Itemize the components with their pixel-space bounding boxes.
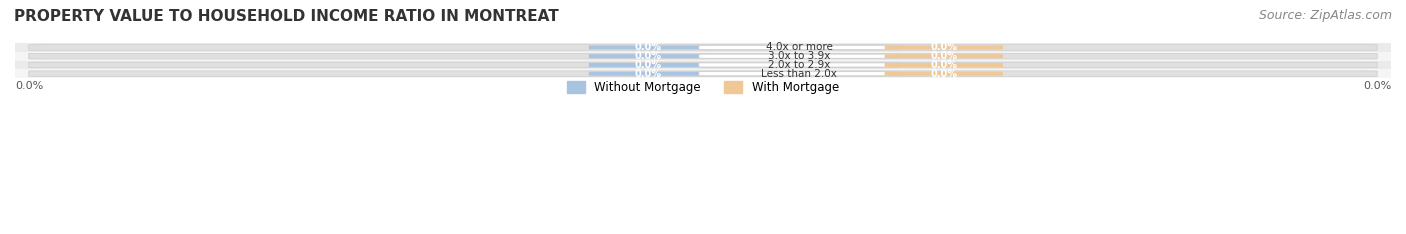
Text: 0.0%: 0.0%: [931, 51, 957, 61]
Bar: [15, 43, 1391, 52]
Text: 0.0%: 0.0%: [1362, 81, 1391, 91]
Text: 2.0x to 2.9x: 2.0x to 2.9x: [768, 60, 831, 70]
Text: 0.0%: 0.0%: [634, 69, 661, 79]
Text: 0.0%: 0.0%: [634, 42, 661, 52]
FancyBboxPatch shape: [589, 72, 707, 76]
Text: 0.0%: 0.0%: [931, 69, 957, 79]
FancyBboxPatch shape: [28, 53, 1378, 59]
FancyBboxPatch shape: [699, 45, 900, 49]
Text: 3.0x to 3.9x: 3.0x to 3.9x: [768, 51, 831, 61]
Text: 0.0%: 0.0%: [15, 81, 44, 91]
Text: 0.0%: 0.0%: [634, 51, 661, 61]
Bar: [15, 52, 1391, 61]
Text: Less than 2.0x: Less than 2.0x: [762, 69, 837, 79]
Bar: [15, 61, 1391, 69]
FancyBboxPatch shape: [589, 45, 707, 49]
FancyBboxPatch shape: [28, 45, 1378, 50]
FancyBboxPatch shape: [699, 72, 900, 76]
FancyBboxPatch shape: [884, 54, 1002, 58]
FancyBboxPatch shape: [884, 72, 1002, 76]
FancyBboxPatch shape: [884, 45, 1002, 49]
FancyBboxPatch shape: [884, 63, 1002, 67]
FancyBboxPatch shape: [589, 63, 707, 67]
Text: 0.0%: 0.0%: [634, 60, 661, 70]
FancyBboxPatch shape: [28, 62, 1378, 68]
FancyBboxPatch shape: [699, 54, 900, 58]
Text: 4.0x or more: 4.0x or more: [766, 42, 832, 52]
Text: 0.0%: 0.0%: [931, 60, 957, 70]
Text: Source: ZipAtlas.com: Source: ZipAtlas.com: [1258, 9, 1392, 22]
FancyBboxPatch shape: [589, 54, 707, 58]
Text: PROPERTY VALUE TO HOUSEHOLD INCOME RATIO IN MONTREAT: PROPERTY VALUE TO HOUSEHOLD INCOME RATIO…: [14, 9, 558, 24]
Text: 0.0%: 0.0%: [931, 42, 957, 52]
FancyBboxPatch shape: [699, 63, 900, 67]
FancyBboxPatch shape: [28, 71, 1378, 77]
Bar: [15, 69, 1391, 78]
Legend: Without Mortgage, With Mortgage: Without Mortgage, With Mortgage: [562, 76, 844, 99]
